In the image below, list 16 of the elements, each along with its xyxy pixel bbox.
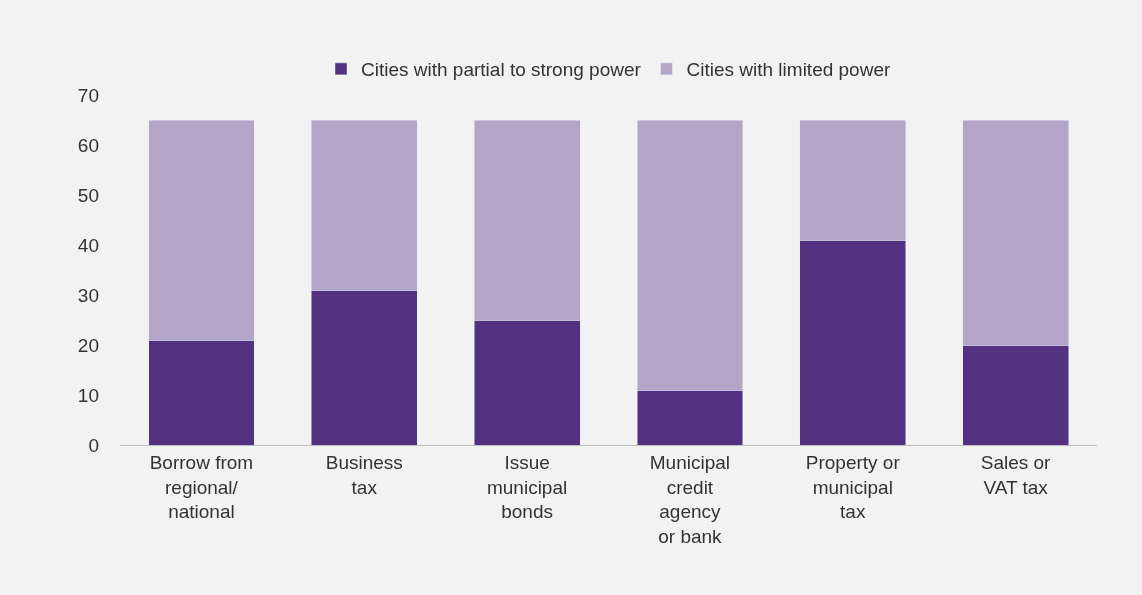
y-tick-label: 0 xyxy=(88,434,99,456)
x-tick-label: Property or municipal tax xyxy=(805,451,901,523)
x-tick-label: Borrow from regional/ national xyxy=(149,451,254,523)
y-tick-label: 50 xyxy=(77,184,99,206)
y-tick-label: 60 xyxy=(77,134,99,156)
y-tick-label: 70 xyxy=(77,84,99,106)
y-tick-label: 20 xyxy=(77,334,99,356)
legend-label: Cities with partial to strong power xyxy=(361,59,642,81)
y-tick-label: 10 xyxy=(77,384,99,406)
y-tick-label: 40 xyxy=(77,234,99,256)
x-tick-label: Municipal credit agency or bank xyxy=(649,451,731,547)
x-tick-label: Issue municipal bonds xyxy=(486,451,568,523)
y-tick-label: 30 xyxy=(77,284,99,306)
x-tick-label: Business tax xyxy=(325,451,403,498)
legend-label: Cities with limited power xyxy=(686,59,891,81)
x-tick-label: Sales or VAT tax xyxy=(980,451,1052,498)
